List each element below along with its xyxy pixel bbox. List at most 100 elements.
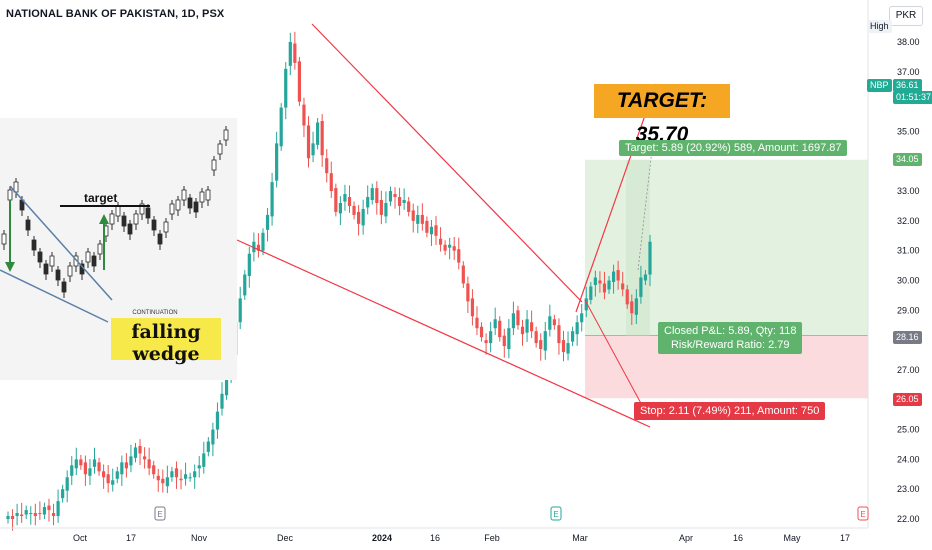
x-tick-label: 17 [126, 533, 136, 543]
candle-body [179, 478, 183, 481]
inset-candle-body [193, 201, 199, 213]
y-tick-label: 35.00 [897, 126, 920, 136]
y-tick-label: 33.00 [897, 186, 920, 196]
candle-body [302, 104, 306, 126]
inset-pattern-line2: wedge [131, 343, 199, 365]
candle-body [584, 298, 588, 311]
candle-body [311, 143, 315, 156]
candle-body [502, 335, 506, 347]
inset-candle-body [7, 189, 13, 201]
inset-candle-body [187, 197, 193, 209]
inset-candle-body [175, 199, 181, 211]
candle-body [479, 326, 484, 338]
candle-body [193, 471, 197, 478]
candle-body [161, 478, 165, 484]
candle-body [525, 319, 529, 333]
x-tick-label: May [783, 533, 801, 543]
inset-candle-body [43, 263, 49, 275]
inset-upper-wedge-line [9, 185, 113, 301]
candle-body [256, 244, 261, 251]
y-tick-label: 29.00 [897, 305, 920, 315]
candle-body [566, 343, 570, 354]
inset-candle-body [97, 243, 103, 255]
candle-body [420, 214, 424, 224]
x-tick-label: Apr [679, 533, 693, 543]
x-tick-label: 17 [840, 533, 850, 543]
candle-body [211, 429, 215, 445]
candle-body [593, 277, 597, 285]
candle-body [520, 326, 525, 335]
candle-body [147, 459, 151, 469]
candle-body [275, 143, 279, 181]
candle-body [552, 319, 556, 326]
x-tick-label: Nov [191, 533, 208, 543]
inset-candle-body [139, 203, 145, 215]
inset-candle-body [217, 143, 223, 155]
inset-candle-body [109, 213, 115, 225]
inset-candle-body [1, 233, 7, 245]
x-tick-label: 2024 [372, 533, 392, 543]
candle-body [152, 465, 156, 475]
candle-body [92, 459, 97, 467]
candle-body [543, 331, 547, 351]
risk-reward-text: Risk/Reward Ratio: 2.79 [670, 339, 790, 351]
target-info-label: Target: 5.89 (20.92%) 589, Amount: 1697.… [619, 140, 848, 156]
candle-body [347, 197, 352, 206]
x-tick-label: Oct [73, 533, 88, 543]
candle-body [416, 214, 420, 224]
inset-candle-body [133, 213, 139, 225]
symbol-tag: NBP [867, 79, 892, 92]
candle-body [484, 340, 488, 344]
candle-body [74, 459, 78, 469]
candle-body [598, 280, 602, 284]
y-tick-label: 24.00 [897, 454, 920, 464]
inset-candle-body [151, 219, 157, 231]
candle-body [466, 283, 470, 302]
candle-body [88, 468, 92, 476]
candle-body [15, 513, 19, 517]
candle-body [338, 202, 342, 214]
candle-body [115, 471, 119, 479]
stop-price-tag: 26.05 [893, 393, 922, 406]
candle-body [51, 513, 56, 517]
candle-body [402, 200, 406, 203]
candle-body [630, 301, 634, 314]
candle-body [397, 197, 402, 206]
candle-body [6, 516, 10, 519]
x-tick-label: 16 [733, 533, 743, 543]
candle-body [379, 200, 383, 215]
inset-candle-body [121, 215, 127, 227]
inset-candle-body [37, 251, 43, 263]
candle-body [621, 283, 625, 290]
inset-candle-body [115, 205, 121, 217]
inset-target-label: target [84, 191, 117, 205]
inset-candle-body [85, 251, 91, 263]
candle-body [61, 489, 65, 499]
candle-body [102, 471, 106, 478]
candle-body [156, 475, 160, 481]
candle-body [288, 42, 292, 66]
candle-body [270, 182, 274, 217]
candle-body [206, 441, 210, 452]
stop-info-label: Stop: 2.11 (7.49%) 211, Amount: 750 [634, 402, 826, 420]
y-tick-label: 37.00 [897, 67, 920, 77]
y-tick-label: 23.00 [897, 484, 920, 494]
currency-button[interactable]: PKR [889, 6, 923, 26]
high-label: High [867, 20, 892, 33]
candle-body [329, 173, 333, 192]
inset-candle-body [163, 221, 169, 233]
inset-candle-body [61, 281, 67, 293]
candle-body [38, 513, 42, 515]
candle-body [47, 505, 51, 511]
inset-candle-body [31, 239, 37, 251]
candle-body [224, 372, 229, 396]
candle-body [202, 453, 206, 467]
y-tick-label: 31.00 [897, 246, 920, 256]
y-tick-label: 27.00 [897, 365, 920, 375]
inset-candle-body [55, 269, 61, 281]
candle-body [639, 277, 643, 297]
candle-body [56, 501, 60, 517]
candle-body [470, 298, 475, 317]
candle-body [306, 125, 311, 159]
